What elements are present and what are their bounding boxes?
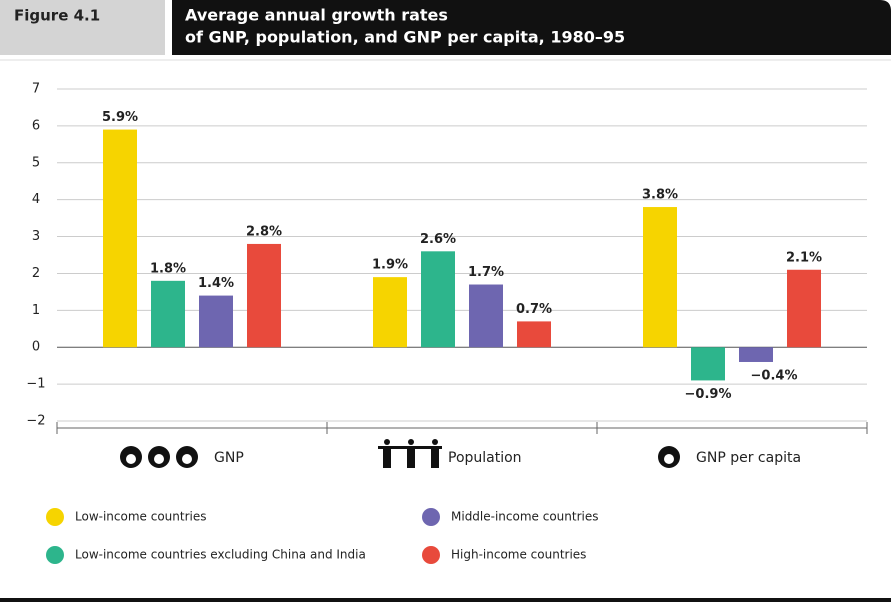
value-label: 1.9% (372, 258, 408, 273)
x-tick-label: GNP per capita (696, 450, 801, 466)
y-tick-label: −2 (26, 414, 45, 429)
x-tick-label: Population (448, 450, 522, 466)
value-label: 1.7% (468, 265, 504, 280)
population-icon (378, 439, 442, 468)
value-label: −0.9% (685, 387, 732, 402)
value-label: 5.9% (102, 110, 138, 125)
chart-title: Average annual growth rates (185, 6, 448, 25)
legend-marker (46, 508, 64, 526)
bar (691, 347, 725, 381)
y-tick-label: 3 (32, 229, 40, 244)
bar (643, 207, 677, 348)
legend-label: High-income countries (451, 548, 586, 562)
chart-title: of GNP, population, and GNP per capita, … (185, 28, 625, 47)
value-label: −0.4% (751, 368, 798, 383)
gnp-per-capita-icon (658, 446, 680, 468)
legend-label: Low-income countries (75, 510, 206, 524)
value-label: 0.7% (516, 302, 552, 317)
x-tick-label: GNP (214, 450, 244, 466)
bar (373, 277, 407, 348)
y-tick-label: 5 (32, 155, 40, 170)
bar (199, 295, 233, 348)
bar (469, 284, 503, 348)
y-tick-label: 4 (32, 192, 40, 207)
legend-label: Low-income countries excluding China and… (75, 548, 366, 562)
legend-marker (422, 546, 440, 564)
value-label: 2.1% (786, 250, 822, 265)
bar (151, 280, 185, 348)
bar (247, 243, 281, 348)
y-tick-label: −1 (26, 377, 45, 392)
value-label: 2.6% (420, 232, 456, 247)
bar (787, 269, 821, 348)
y-tick-label: 6 (32, 118, 40, 133)
gnp-icon (120, 446, 198, 468)
figure-label: Figure 4.1 (14, 7, 100, 25)
y-tick-label: 7 (32, 82, 40, 97)
value-label: 1.4% (198, 276, 234, 291)
y-tick-label: 0 (32, 340, 40, 355)
axis-ticks (56, 422, 868, 434)
value-label: 1.8% (150, 261, 186, 276)
title-box (172, 0, 891, 55)
bar (103, 129, 137, 348)
value-label: 3.8% (642, 188, 678, 203)
value-label: 2.8% (246, 224, 282, 239)
legend-marker (46, 546, 64, 564)
legend-marker (422, 508, 440, 526)
y-tick-label: 1 (32, 303, 40, 318)
legend-label: Middle-income countries (451, 510, 599, 524)
bar (421, 251, 455, 348)
y-tick-label: 2 (32, 266, 40, 281)
figure-label-box (0, 0, 165, 55)
bar (739, 347, 773, 362)
bar (517, 321, 551, 348)
